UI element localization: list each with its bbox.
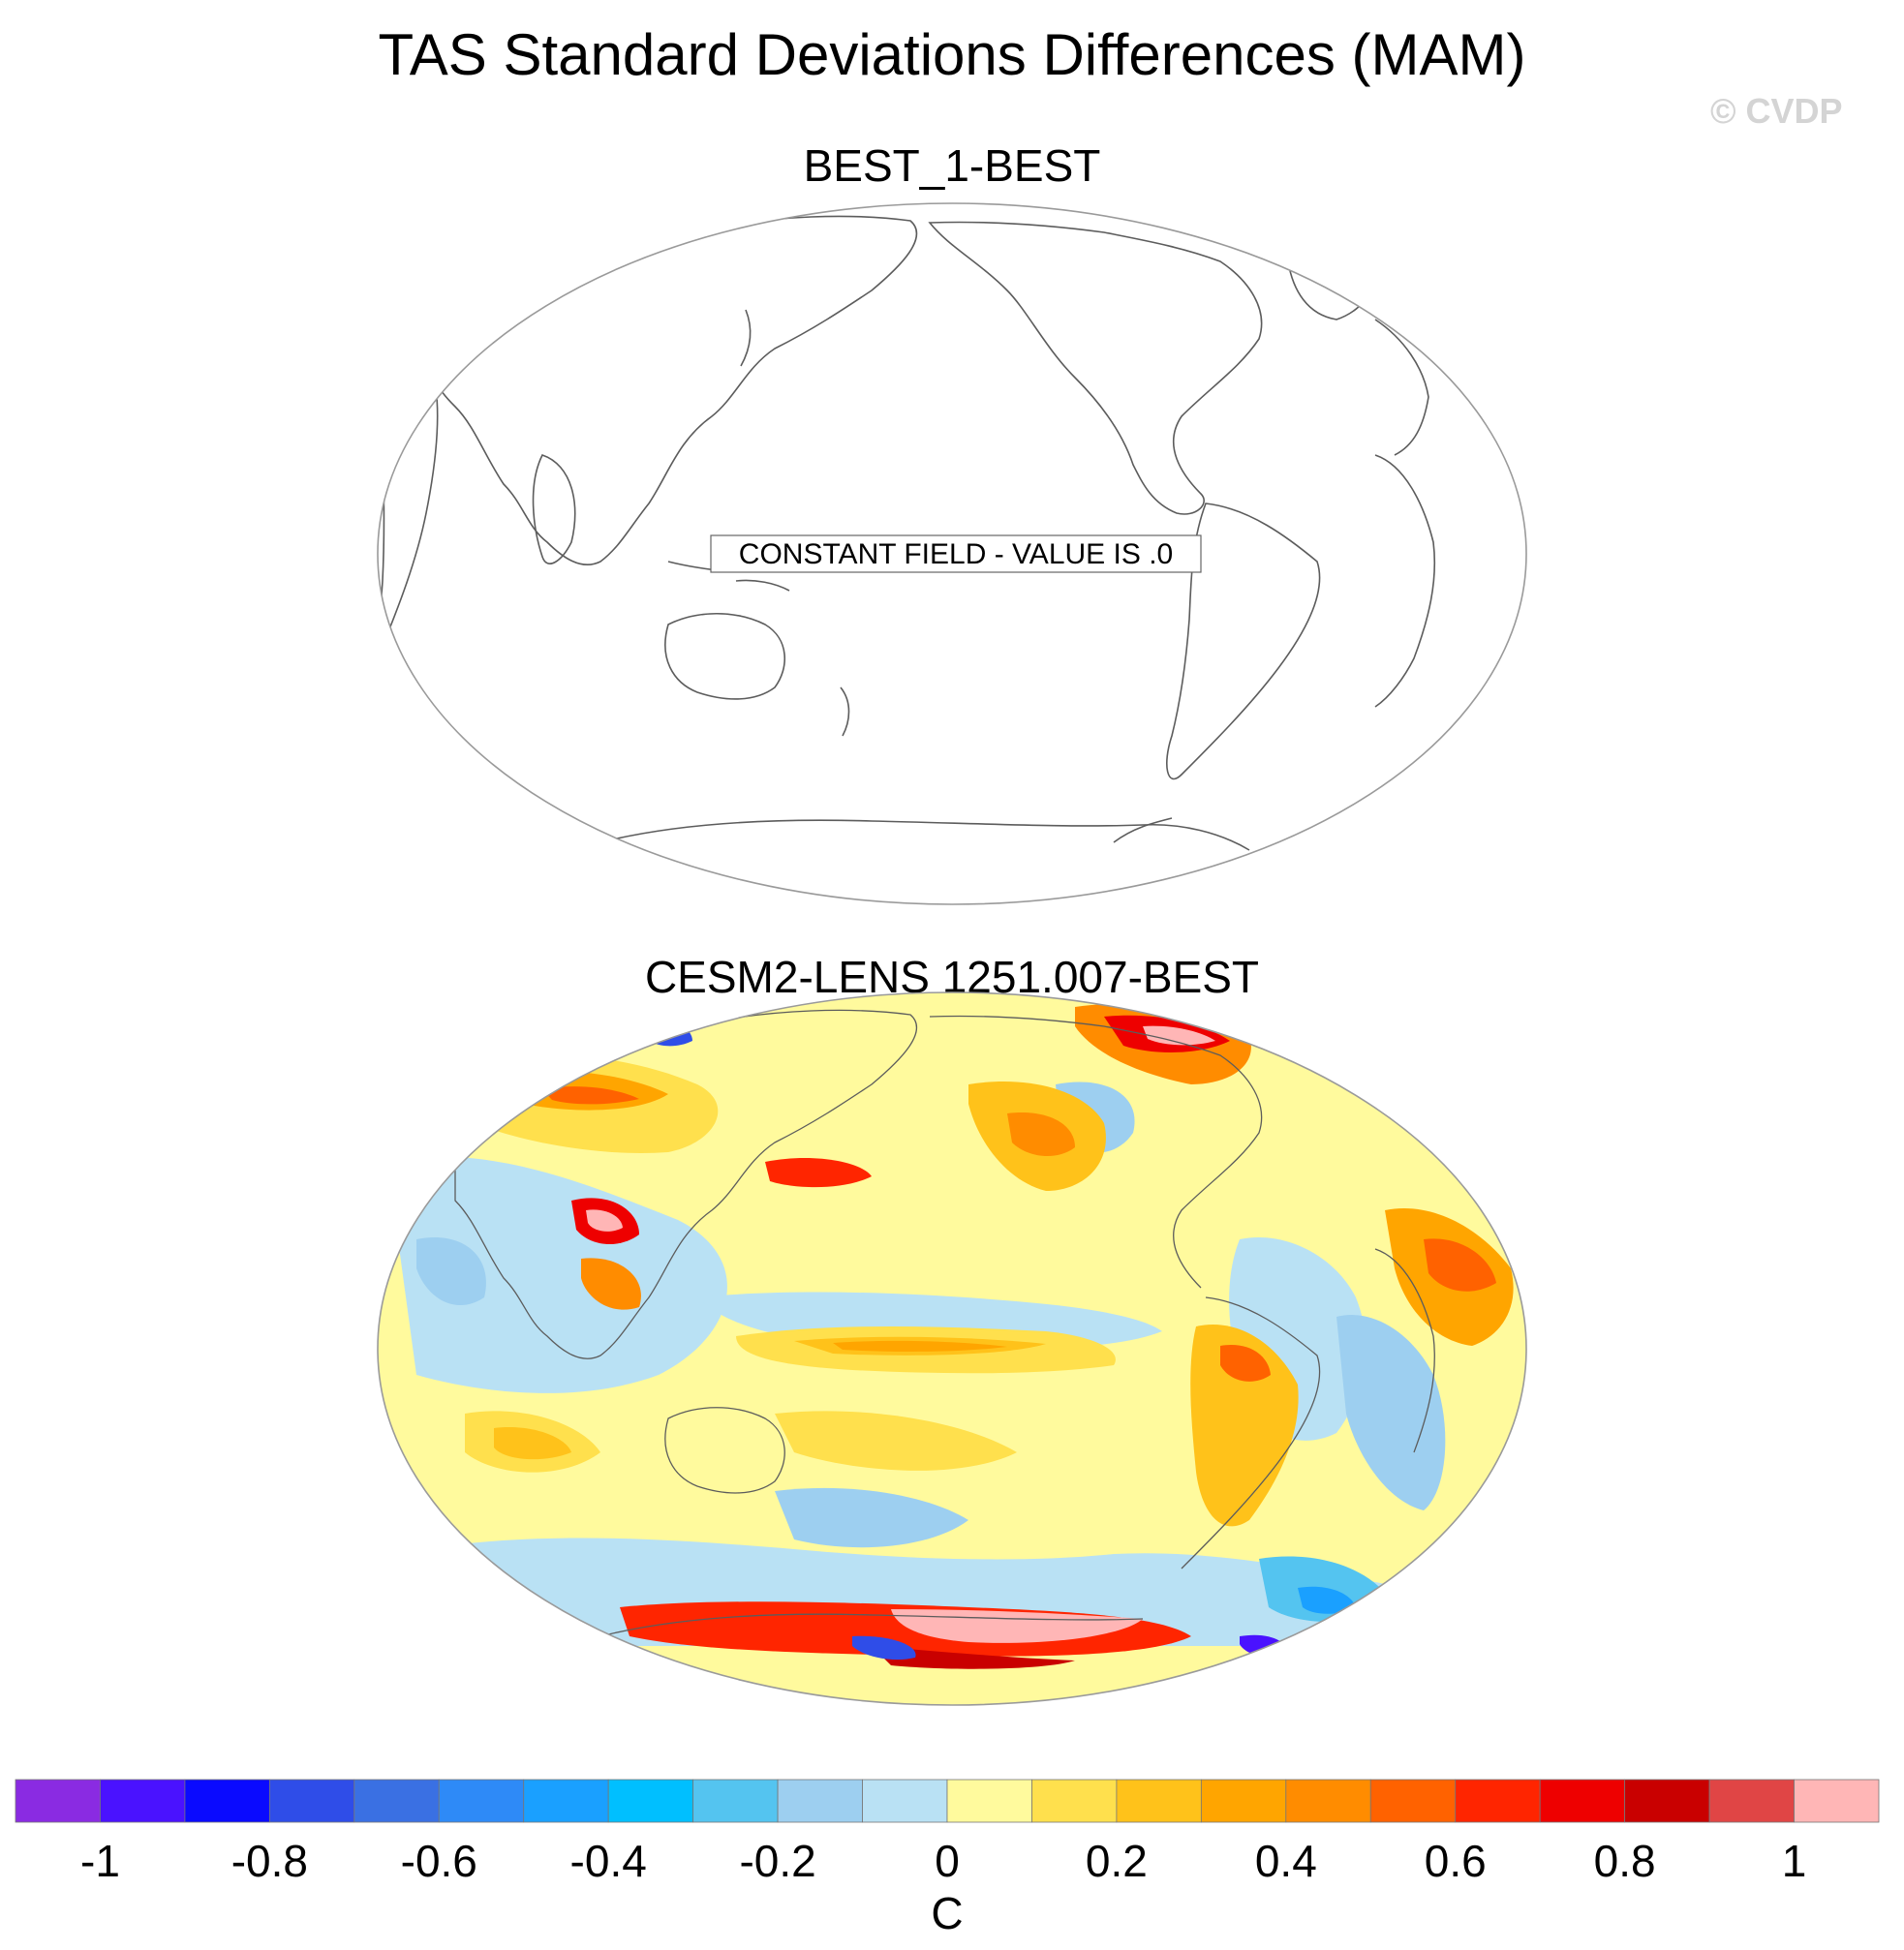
panel-2-shaded-field — [378, 992, 1526, 1705]
colorbar-swatch-11 — [946, 1779, 1032, 1823]
colorbar-swatch-6 — [523, 1779, 609, 1823]
colorbar-swatch-16 — [1369, 1779, 1457, 1823]
colorbar-swatch-2 — [184, 1779, 270, 1823]
colorbar-tick-label: -0.8 — [231, 1836, 308, 1886]
constant-field-box — [710, 534, 1202, 573]
colorbar-tick-label: 0.4 — [1255, 1836, 1317, 1886]
colorbar-swatch-18 — [1539, 1779, 1626, 1823]
colorbar-swatch-17 — [1455, 1779, 1541, 1823]
colorbar-swatch-4 — [353, 1779, 440, 1823]
colorbar-tick-label: 1 — [1782, 1836, 1807, 1886]
colorbar-tick-label: -0.6 — [401, 1836, 477, 1886]
colorbar-swatch-1 — [100, 1779, 186, 1823]
cvdp-watermark: © CVDP — [1710, 91, 1843, 131]
figure-title: TAS Standard Deviations Differences (MAM… — [378, 22, 1526, 87]
panel-2-map — [377, 991, 1527, 1706]
colorbar-swatch-12 — [1031, 1779, 1118, 1823]
colorbar-tick-label: 0.8 — [1594, 1836, 1656, 1886]
colorbar-tick-label: 0 — [935, 1836, 960, 1886]
colorbar-swatch-3 — [268, 1779, 355, 1823]
colorbar-tick-label: -1 — [80, 1836, 120, 1886]
colorbar-swatch-10 — [862, 1779, 948, 1823]
colorbar-swatch-13 — [1116, 1779, 1202, 1823]
colorbar-tick-label: 0.6 — [1425, 1836, 1487, 1886]
colorbar-unit-label: C — [931, 1888, 963, 1938]
colorbar-swatch-14 — [1200, 1779, 1287, 1823]
colorbar-swatch-20 — [1708, 1779, 1795, 1823]
colorbar-swatch-15 — [1285, 1779, 1371, 1823]
colorbar-swatch-8 — [692, 1779, 779, 1823]
colorbar-swatch-5 — [438, 1779, 525, 1823]
colorbar-swatch-7 — [607, 1779, 694, 1823]
colorbar-swatch-19 — [1624, 1779, 1710, 1823]
colorbar-tick-label: -0.2 — [739, 1836, 815, 1886]
panel-1-coastlines — [378, 215, 1436, 851]
panel-1-map: CONSTANT FIELD - VALUE IS .0 — [377, 202, 1527, 905]
colorbar-tick-label: 0.2 — [1086, 1836, 1148, 1886]
panel-2-coastlines — [454, 1009, 1435, 1637]
panel-2-frame — [377, 991, 1527, 1706]
colorbar-swatch-9 — [777, 1779, 863, 1823]
colorbar-swatch-0 — [15, 1779, 101, 1823]
constant-field-label: CONSTANT FIELD - VALUE IS .0 — [739, 538, 1173, 570]
colorbar-tick-label: -0.4 — [570, 1836, 647, 1886]
panel-1-title: BEST_1-BEST — [803, 140, 1101, 191]
colorbar: -1 -0.8 -0.6 -0.4 -0.2 0 0.2 0.4 0.6 0.8 1 C — [15, 1779, 1880, 1938]
colorbar-swatch-21 — [1794, 1779, 1880, 1823]
panel-1-frame — [377, 202, 1527, 905]
